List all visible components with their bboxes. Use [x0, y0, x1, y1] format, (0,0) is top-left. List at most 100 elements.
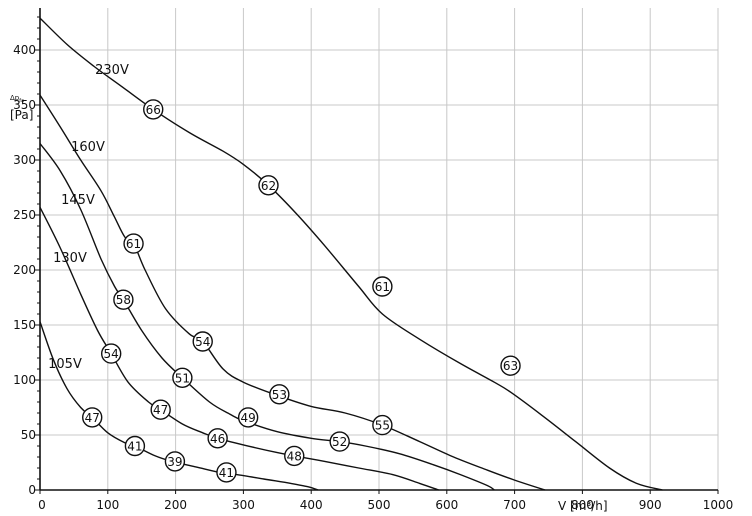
x-axis-label: V [m³/h] — [558, 499, 608, 513]
marker-label: 51 — [175, 371, 190, 385]
x-tick-label: 800 — [571, 498, 594, 512]
marker-circle — [500, 355, 521, 376]
marker-105v-4: 41 — [216, 462, 237, 483]
marker-circle — [172, 367, 193, 388]
marker-label: 41 — [127, 440, 142, 454]
marker-circle — [124, 435, 146, 457]
x-tick-label: 400 — [300, 498, 323, 512]
marker-circle — [329, 431, 350, 452]
marker-145v-1: 58 — [113, 289, 134, 310]
tick-labels: 0 100 200 300 400 500 600 700 800 900 1000 0 50 100 15… — [13, 16, 734, 512]
marker-105v-3: 39 — [164, 451, 186, 472]
marker-label: 54 — [104, 347, 119, 361]
marker-130v-4: 48 — [284, 445, 305, 467]
marker-circle — [216, 462, 237, 483]
x-tick-label: 600 — [435, 498, 458, 512]
marker-label: 55 — [375, 419, 390, 433]
series-label-105v: 105V — [48, 357, 82, 372]
marker-circle — [284, 445, 305, 467]
y-tick-label: 350 — [13, 98, 36, 112]
series-label-130v: 130V — [53, 251, 87, 266]
marker-230v-3: 61 — [372, 276, 393, 297]
marker-160v-2: 54 — [192, 331, 213, 352]
x-tick-label: 300 — [232, 498, 255, 512]
curves — [39, 17, 663, 491]
marker-circle — [150, 399, 171, 420]
marker-label: 46 — [210, 432, 225, 446]
marker-label: 47 — [85, 411, 100, 425]
marker-circle — [269, 384, 290, 405]
grid — [40, 8, 719, 490]
marker-circle — [258, 175, 279, 196]
y-tick-label: 200 — [13, 263, 36, 277]
x-tick-label: 500 — [368, 498, 391, 512]
curve-160v — [39, 94, 546, 491]
y-axis-symbol-main: Δp — [10, 94, 20, 102]
marker-230v-1: 66 — [143, 99, 164, 120]
y-axis-symbol-subscript: fa — [19, 98, 24, 104]
curve-230v — [39, 17, 663, 491]
marker-label: 61 — [375, 280, 390, 294]
marker-label: 63 — [503, 359, 518, 373]
marker-label: 62 — [261, 179, 276, 193]
x-tick-label: 200 — [164, 498, 187, 512]
marker-label: 48 — [287, 449, 302, 463]
marker-label: 52 — [332, 435, 347, 449]
y-axis-symbol: Δpfa — [10, 94, 24, 104]
marker-circle — [164, 451, 186, 472]
marker-label: 47 — [153, 403, 168, 417]
y-tick-label: 400 — [13, 43, 36, 57]
marker-label: 41 — [219, 466, 234, 480]
marker-145v-3: 49 — [237, 407, 259, 428]
marker-circle — [207, 428, 228, 449]
marker-230v-4: 63 — [500, 355, 521, 376]
marker-label: 53 — [272, 388, 287, 402]
marker-circle — [237, 407, 259, 428]
marker-160v-1: 61 — [123, 233, 144, 254]
y-tick-label: 0 — [28, 483, 36, 497]
x-tick-label: 900 — [639, 498, 662, 512]
y-axis-label: [Pa] — [10, 108, 33, 122]
marker-130v-3: 46 — [207, 428, 228, 449]
marker-105v-2: 41 — [124, 435, 146, 457]
marker-145v-4: 52 — [329, 431, 350, 452]
marker-160v-4: 55 — [372, 414, 393, 436]
curve-105v — [39, 321, 319, 491]
series-labels: 230V 160V 145V 130V 105V — [48, 63, 129, 372]
x-tick-label: 1000 — [703, 498, 734, 512]
marker-circle — [82, 407, 103, 428]
series-label-145v: 145V — [61, 193, 95, 208]
markers: 66 62 61 63 61 54 53 55 58 51 49 52 54 47 46 48 47 41 39 41 — [82, 99, 521, 483]
marker-circle — [192, 331, 213, 352]
y-tick-label: 150 — [13, 318, 36, 332]
marker-130v-1: 54 — [100, 343, 122, 364]
series-label-230v: 230V — [95, 63, 129, 78]
marker-circle — [123, 233, 144, 254]
x-tick-label: 100 — [96, 498, 119, 512]
y-tick-label: 300 — [13, 153, 36, 167]
marker-circle — [113, 289, 134, 310]
series-label-160v: 160V — [71, 140, 105, 155]
curve-145v — [39, 143, 495, 491]
marker-130v-2: 47 — [150, 399, 171, 420]
marker-160v-3: 53 — [269, 384, 290, 405]
x-tick-label: 700 — [503, 498, 526, 512]
marker-label: 54 — [195, 335, 210, 349]
marker-105v-1: 47 — [82, 407, 103, 428]
marker-label: 66 — [146, 103, 161, 117]
marker-label: 49 — [241, 411, 256, 425]
curve-130v — [39, 206, 439, 491]
marker-circle — [100, 343, 122, 364]
marker-label: 61 — [126, 237, 141, 251]
y-tick-label: 50 — [21, 428, 36, 442]
marker-circle — [372, 414, 393, 436]
marker-label: 58 — [116, 293, 131, 307]
marker-label: 39 — [167, 455, 182, 469]
x-tick-label: 0 — [38, 498, 46, 512]
marker-145v-2: 51 — [172, 367, 193, 388]
marker-230v-2: 62 — [258, 175, 279, 196]
marker-circle — [372, 276, 393, 297]
marker-circle — [143, 99, 164, 120]
y-tick-label: 100 — [13, 373, 36, 387]
